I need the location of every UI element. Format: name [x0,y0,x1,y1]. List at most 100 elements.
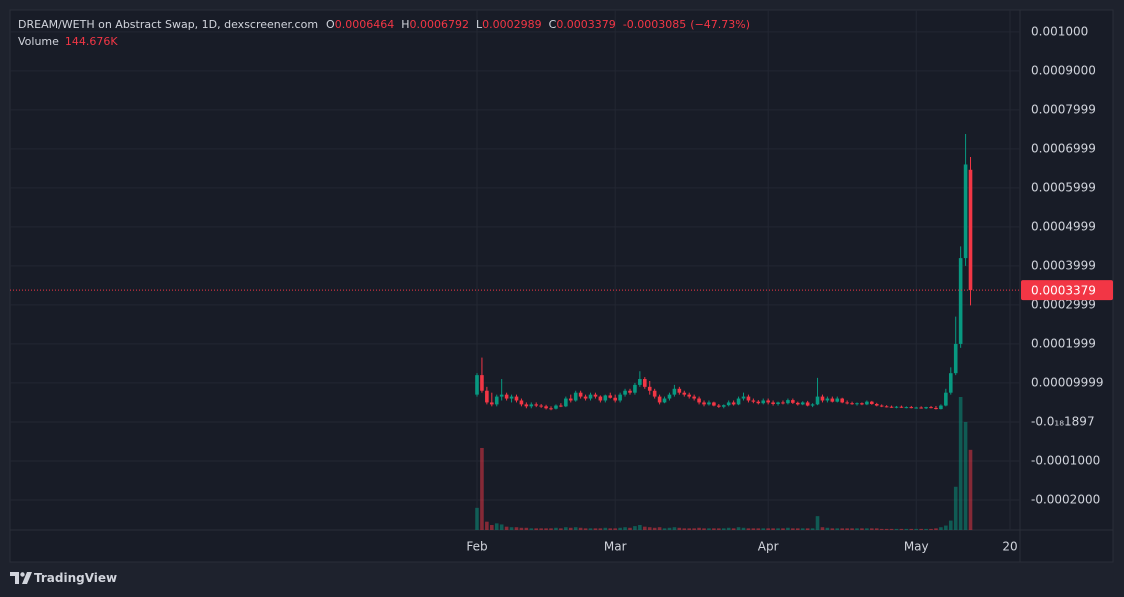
candle-body [855,403,859,405]
volume-bar [929,528,933,530]
candle-body [820,396,825,401]
y-tick-label: 0.0004999 [1031,219,1096,233]
candle-body [544,406,548,409]
volume-bar [726,527,731,530]
candle-body [731,402,736,405]
volume-bar [559,528,563,530]
brand-logo[interactable] [10,571,32,585]
candle-body [944,392,948,406]
ohlc-key: H [401,18,410,31]
candle-body [865,401,869,405]
volume-bar [771,528,775,530]
volume-bar [934,528,938,530]
candle-body [924,407,928,409]
candle-body [845,402,849,404]
volume-bar [810,528,815,530]
volume-bar [519,527,524,530]
candle-body [485,390,489,403]
volume-bar [894,528,899,530]
volume-bar [741,527,746,530]
legend: DREAM/WETH on Abstract Swap, 1D, dexscre… [18,16,757,50]
volume-bar [633,526,637,530]
volume-bar [564,527,568,530]
candle-body [884,406,889,408]
volume-bar [524,527,529,530]
ohlc-value: 0.0003379 [556,18,616,31]
volume-bar [702,528,706,530]
volume-bar [944,525,948,530]
volume-bar [840,528,845,530]
candle-body [608,395,613,398]
candle-body [800,402,805,405]
volume-bar [919,528,923,530]
volume-bar [899,528,904,530]
candle-body [904,407,909,409]
candle-body [776,402,780,404]
volume-bar [953,486,958,530]
change-value: -0.0003085 [622,18,687,31]
candle-body [588,394,593,399]
volume-bar [914,528,919,530]
candle-body [766,400,770,403]
candle-body [578,392,583,397]
y-tick-label: 0.0007999 [1031,102,1096,116]
volume-bar [815,516,820,530]
volume-bar [677,527,682,530]
ohlc-value: 0.0006792 [409,18,469,31]
candle-layer [475,134,973,411]
candle-body [746,396,751,401]
volume-bar [692,528,696,530]
candle-body [687,394,692,397]
candle-body [948,373,953,393]
ohlc-value: 0.0006464 [334,18,395,31]
candle-body [707,402,711,405]
volume-bar [939,527,943,530]
grid [10,10,1020,530]
candle-body [519,400,524,405]
volume-bar [490,525,494,530]
volume-bar [588,528,593,530]
candle-body [672,388,677,395]
volume-bar [717,528,721,530]
y-tick-label: -0.0₁₈1897 [1031,414,1095,428]
volume-bar [544,528,548,530]
candle-body [721,405,726,407]
volume-bar [756,528,761,530]
volume-bar [618,527,622,530]
candle-body [692,396,696,399]
candle-body [529,404,534,407]
volume-bar [830,528,835,530]
candle-body [963,164,968,259]
candle-body [894,406,899,408]
candle-body [514,396,519,401]
volume-bar [652,527,657,530]
candle-body [564,398,568,407]
candle-body [573,392,578,401]
volume-bar [499,524,504,530]
volume-bar [494,523,499,530]
volume-bar [845,528,849,530]
candle-body [934,407,938,410]
volume-bar [647,527,652,530]
volume-bar [623,527,627,530]
candle-body [953,343,958,374]
volume-bar [805,528,810,530]
candle-body [490,402,494,405]
brand-name[interactable]: TradingView [34,571,118,585]
x-tick-label: May [904,540,929,554]
volume-bar [657,527,662,530]
volume-bar [879,528,884,530]
legend-row: DREAM/WETH on Abstract Swap, 1D, dexscre… [18,16,757,33]
x-tick-label: Mar [604,540,627,554]
volume-bar [731,528,736,530]
volume-bar [776,528,780,530]
volume-bar [539,528,543,530]
volume-bar [514,527,519,530]
volume-bar [795,528,800,530]
candle-body [623,390,627,395]
candle-body [860,403,864,405]
candle-body [825,398,830,401]
volume-bar [549,528,553,530]
candle-body [682,392,687,395]
